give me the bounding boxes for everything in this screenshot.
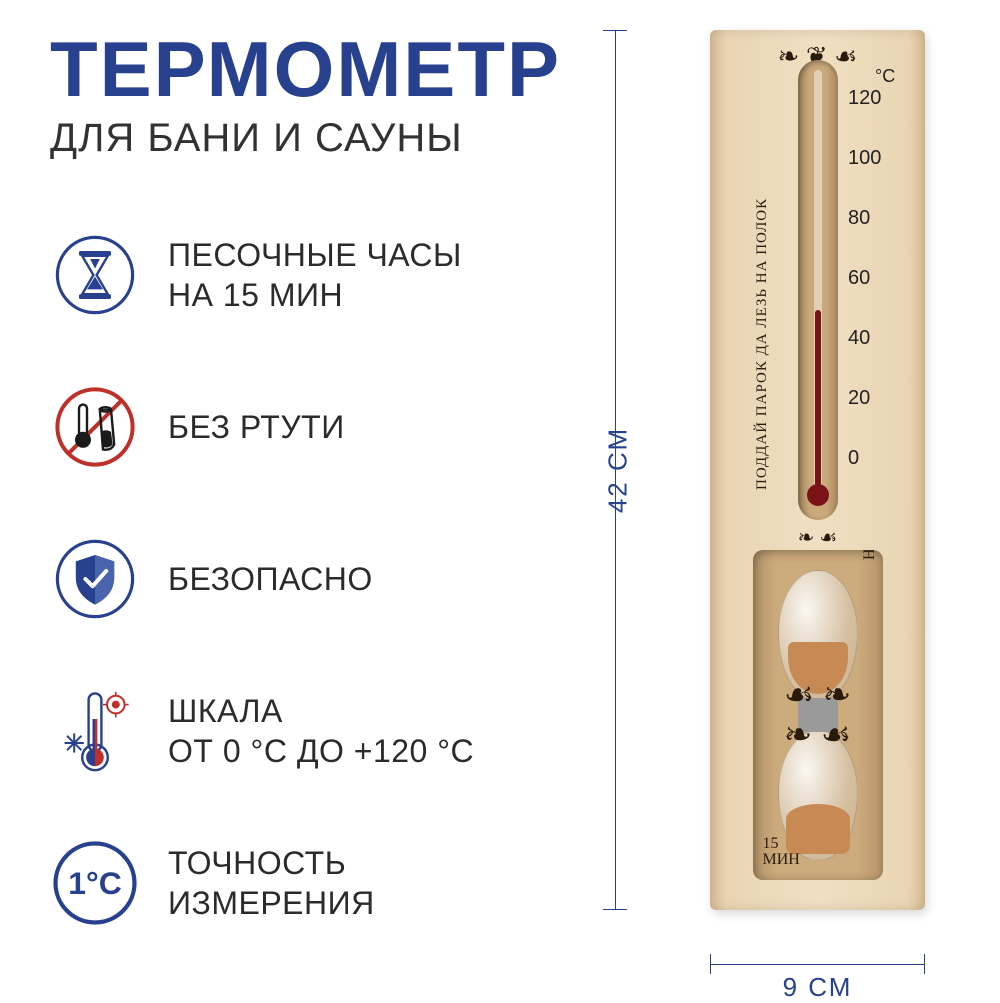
feature-list: ПЕСОЧНЫЕ ЧАСЫ НА 15 МИН БЕЗ РТУТИ xyxy=(50,230,570,928)
scale-unit: °C xyxy=(875,66,895,87)
accuracy-icon: 1°C xyxy=(50,838,140,928)
width-dimension: 9 СМ xyxy=(710,952,925,992)
product-image: ❧ ❦ ☙ °C 120 100 80 60 40 20 0 ПОДДАЙ ПА… xyxy=(710,30,925,910)
feature-scale: ШКАЛА ОТ 0 °C ДО +120 °C xyxy=(50,686,570,776)
title: ТЕРМОМЕТР xyxy=(50,30,561,108)
feature-text: ПЕСОЧНЫЕ ЧАСЫ НА 15 МИН xyxy=(168,235,462,315)
feature-text: БЕЗОПАСНО xyxy=(168,559,373,599)
hourglass-icon xyxy=(50,230,140,320)
thermometer-slot xyxy=(798,60,838,520)
height-label: 42 СМ xyxy=(603,427,634,513)
hourglass-icon xyxy=(773,570,863,860)
hourglass-slot: 15 МИН ☙ ❧❧ ☙ 15 МИН xyxy=(753,550,883,880)
shield-icon xyxy=(50,534,140,624)
inscription: ПОДДАЙ ПАРОК ДА ЛЕЗЬ НА ПОЛОК xyxy=(754,198,771,490)
product-area: 42 СМ ❧ ❦ ☙ °C 120 100 80 60 40 20 0 ПОД… xyxy=(650,30,950,950)
feature-accuracy: 1°C ТОЧНОСТЬ ИЗМЕРЕНИЯ xyxy=(50,838,570,928)
accuracy-badge-text: 1°C xyxy=(68,865,122,901)
hourglass-bottom-label: 15 МИН xyxy=(763,836,800,868)
feature-safe: БЕЗОПАСНО xyxy=(50,534,570,624)
feature-text: ТОЧНОСТЬ ИЗМЕРЕНИЯ xyxy=(168,843,375,923)
no-mercury-icon xyxy=(50,382,140,472)
title-block: ТЕРМОМЕТР ДЛЯ БАНИ И САУНЫ xyxy=(50,30,561,161)
ornament-icon: ❧ ☙ xyxy=(798,525,838,550)
feature-text: БЕЗ РТУТИ xyxy=(168,407,345,447)
feature-no-mercury: БЕЗ РТУТИ xyxy=(50,382,570,472)
width-label: 9 СМ xyxy=(783,972,853,1003)
feature-hourglass: ПЕСОЧНЫЕ ЧАСЫ НА 15 МИН xyxy=(50,230,570,320)
height-dimension: 42 СМ xyxy=(595,30,635,910)
feature-text: ШКАЛА ОТ 0 °C ДО +120 °C xyxy=(168,691,474,771)
scale-range-icon xyxy=(50,686,140,776)
hourglass-top-label: 15 МИН xyxy=(859,550,877,560)
subtitle: ДЛЯ БАНИ И САУНЫ xyxy=(50,116,561,161)
